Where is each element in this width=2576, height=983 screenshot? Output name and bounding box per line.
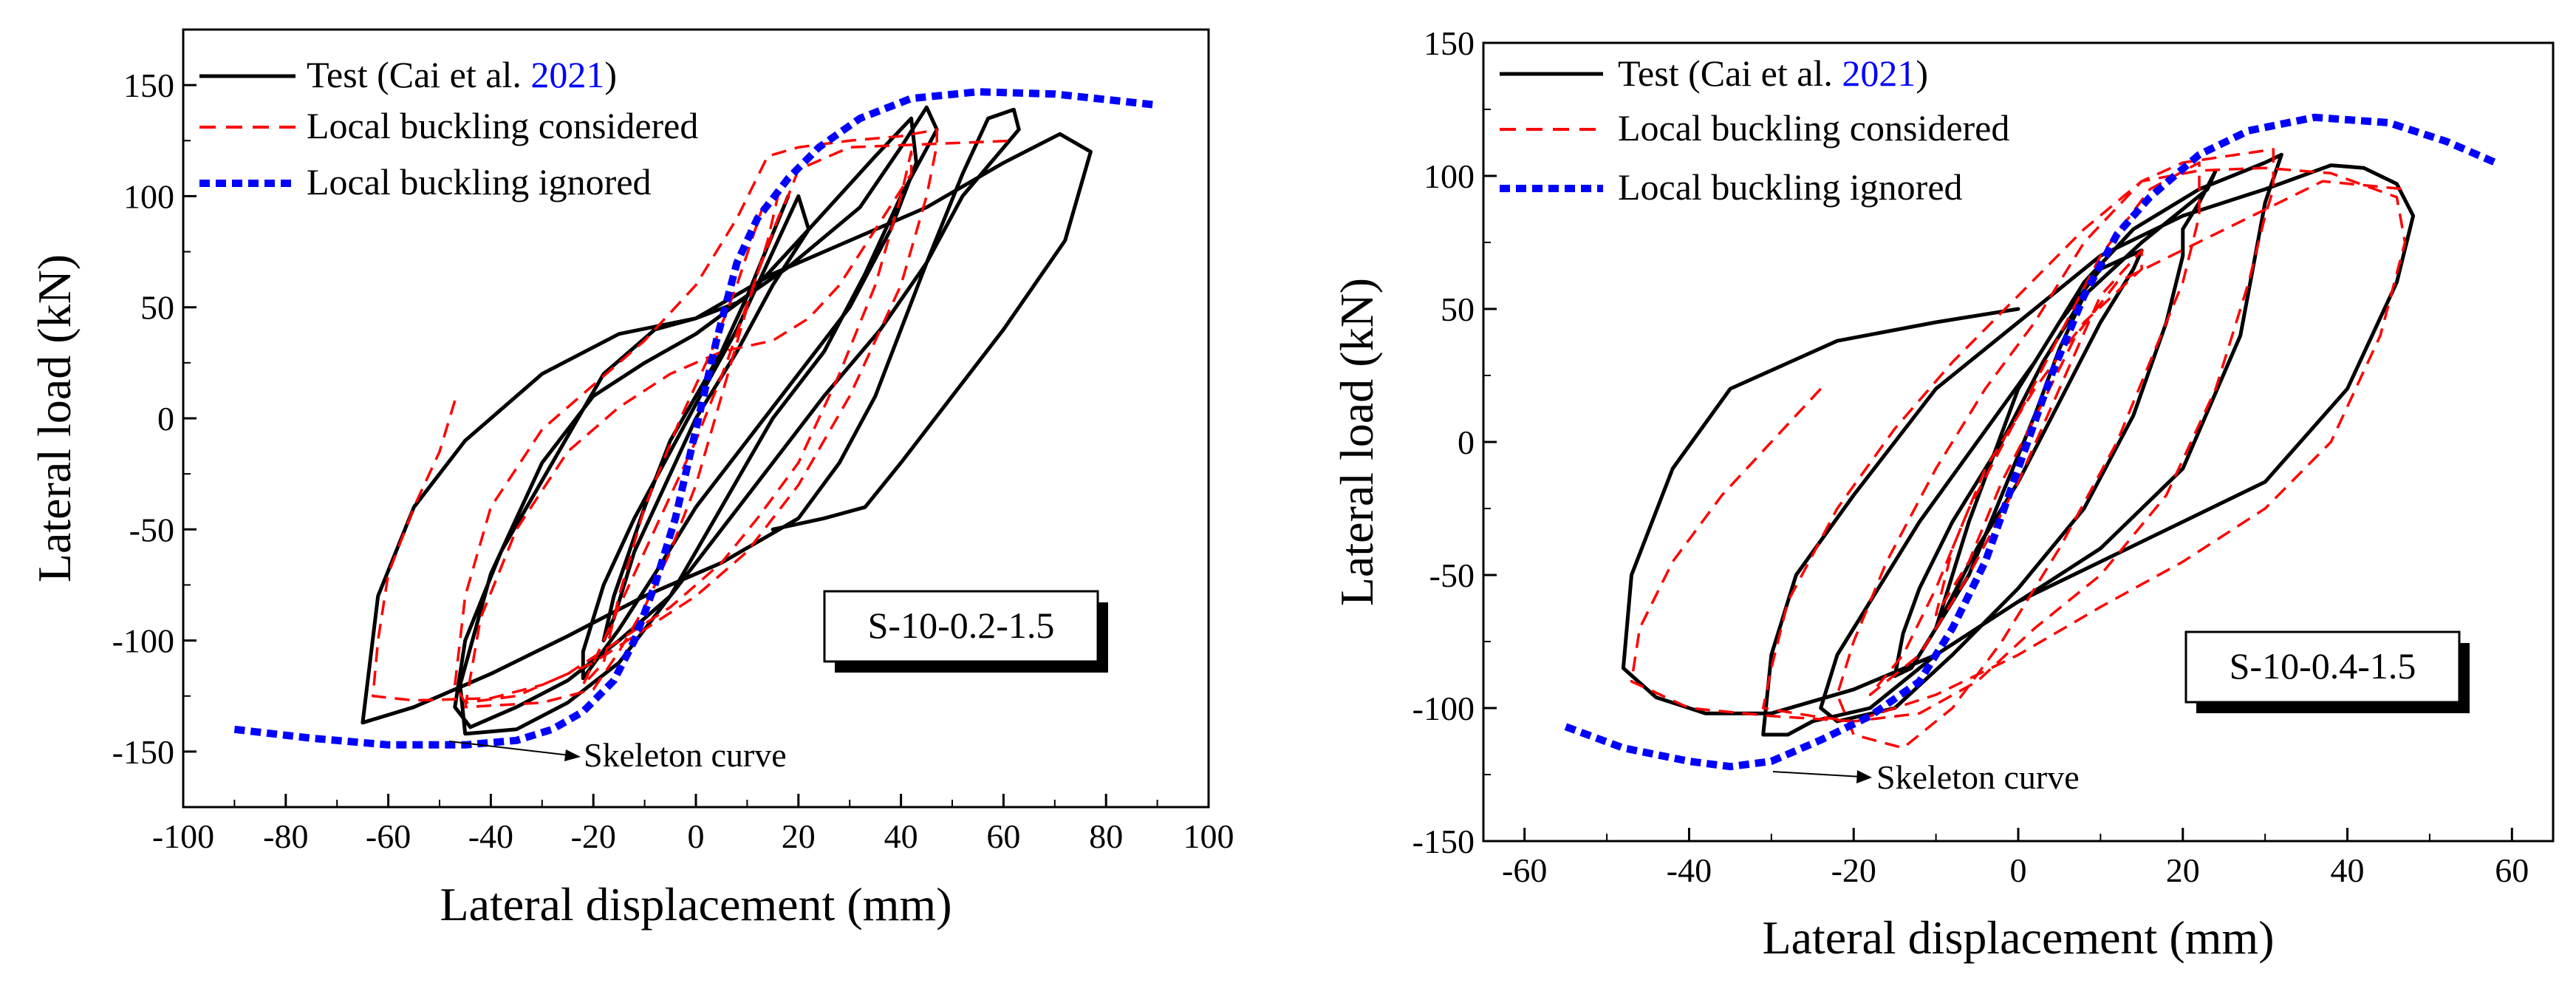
- left-x-tick-label: -80: [263, 817, 308, 855]
- left-y-tick-label: -100: [112, 622, 174, 660]
- right-x-tick-label: 20: [2166, 851, 2200, 889]
- right-series-test: [1621, 152, 2416, 737]
- right-ticks: -60 -40 -20 0 20 40 60 150 100 50 0 -50 -100 -150: [1412, 24, 2529, 889]
- left-legend: Test (Cai et al. 2021) Local buckling co…: [199, 54, 698, 203]
- right-series-local-buckling-ignored: [1564, 113, 2497, 771]
- right-y-axis-title: Lateral load (kN): [1330, 278, 1383, 606]
- left-specimen-box: S-10-0.2-1.5: [823, 590, 1108, 673]
- left-skeleton-label: Skeleton curve: [584, 736, 787, 774]
- right-x-axis-title: Lateral displacement (mm): [1762, 911, 2274, 964]
- right-y-tick-label: 50: [1441, 290, 1475, 328]
- right-plot-frame: [1482, 41, 2555, 843]
- left-x-tick-label: 40: [884, 817, 918, 855]
- chart-left: -100 -80 -60 -40 -20 0 20 40 60 80 100 150 100 50 0 -50…: [28, 28, 1234, 931]
- right-skeleton-label: Skeleton curve: [1876, 758, 2080, 796]
- left-legend-ignored-label: Local buckling ignored: [307, 161, 652, 203]
- left-legend-considered-label: Local buckling considered: [307, 105, 698, 146]
- left-legend-test-suffix: ): [604, 54, 617, 95]
- left-y-tick-label: 150: [123, 67, 174, 104]
- right-legend-test-prefix: Test (Cai et al.: [1618, 52, 1842, 94]
- right-y-tick-label: -150: [1412, 823, 1475, 860]
- right-legend-considered-label: Local buckling considered: [1618, 107, 2009, 149]
- right-legend: Test (Cai et al. 2021) Local buckling co…: [1500, 52, 2009, 208]
- left-x-tick-label: 20: [782, 817, 816, 855]
- right-y-tick-label: 150: [1424, 24, 1475, 62]
- left-x-tick-label: -60: [366, 817, 411, 855]
- right-series: [1564, 113, 2497, 771]
- right-y-tick-label: 100: [1424, 157, 1475, 195]
- left-x-axis-title: Lateral displacement (mm): [440, 878, 952, 931]
- left-y-tick-label: 50: [140, 289, 174, 327]
- left-x-tick-label: -40: [468, 817, 513, 855]
- right-legend-ignored-label: Local buckling ignored: [1618, 166, 1963, 208]
- left-legend-test-year: 2021: [530, 54, 604, 95]
- left-series-local-buckling-ignored: [233, 88, 1158, 749]
- left-y-tick-label: -50: [129, 511, 174, 548]
- right-x-tick-label: 40: [2331, 851, 2365, 889]
- chart-right: -60 -40 -20 0 20 40 60 150 100 50 0 -50 -100 -150 Tes…: [1330, 24, 2555, 964]
- left-skeleton-annotation: Skeleton curve: [448, 736, 787, 774]
- right-x-tick-label: -40: [1667, 851, 1712, 889]
- right-y-tick-label: -100: [1412, 690, 1475, 727]
- right-legend-test-suffix: ): [1916, 52, 1928, 94]
- left-series-local-buckling-considered: [372, 128, 1014, 709]
- left-legend-test-label: Test (Cai et al. 2021): [307, 54, 617, 95]
- right-series-local-buckling-considered: [1630, 148, 2407, 749]
- left-x-tick-label: 80: [1089, 817, 1123, 855]
- right-y-tick-label: -50: [1429, 557, 1475, 594]
- left-series: [233, 88, 1158, 749]
- left-x-tick-label: 100: [1183, 817, 1234, 855]
- left-y-tick-label: 0: [157, 400, 174, 438]
- left-x-tick-label: 0: [688, 817, 705, 855]
- right-specimen-box: S-10-0.4-1.5: [2184, 630, 2470, 713]
- right-y-tick-label: 0: [1458, 424, 1475, 461]
- right-legend-test-label: Test (Cai et al. 2021): [1618, 52, 1928, 94]
- right-x-tick-label: -20: [1831, 851, 1876, 889]
- left-x-tick-label: -20: [571, 817, 616, 855]
- left-ticks: -100 -80 -60 -40 -20 0 20 40 60 80 100 150 100 50 0 -50…: [112, 67, 1234, 855]
- right-x-tick-label: 0: [2010, 851, 2027, 889]
- left-legend-test-prefix: Test (Cai et al.: [307, 54, 530, 95]
- left-y-tick-label: 100: [123, 177, 174, 215]
- right-legend-test-year: 2021: [1842, 52, 1916, 94]
- left-x-tick-label: -100: [152, 817, 214, 855]
- left-series-test: [361, 105, 1093, 736]
- left-specimen-label: S-10-0.2-1.5: [868, 605, 1055, 646]
- left-y-tick-label: -150: [112, 733, 174, 771]
- left-x-tick-label: 60: [986, 817, 1020, 855]
- right-specimen-label: S-10-0.4-1.5: [2230, 645, 2416, 687]
- right-x-tick-label: 60: [2495, 851, 2529, 889]
- right-x-tick-label: -60: [1502, 851, 1547, 889]
- left-y-axis-title: Lateral load (kN): [28, 254, 81, 582]
- right-skeleton-annotation: Skeleton curve: [1772, 758, 2080, 796]
